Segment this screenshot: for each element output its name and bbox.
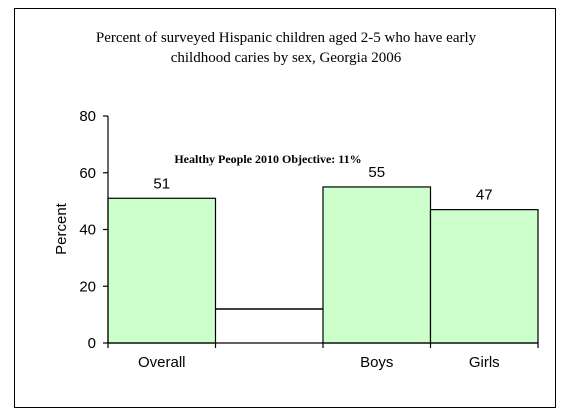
category-label-boys: Boys (360, 354, 393, 371)
bar-girls (429, 209, 539, 344)
objective-annotation: Healthy People 2010 Objective: 11% (174, 152, 361, 166)
chart-title-line-1: Percent of surveyed Hispanic children ag… (95, 30, 477, 46)
bar-chart: Percent Healthy People 2010 Objective: 1… (53, 108, 539, 371)
chart-title: Percent of surveyed Hispanic children ag… (0, 28, 572, 68)
data-label-boys: 55 (368, 164, 385, 181)
chart-title-line-2: childhood caries by sex, Georgia 2006 (170, 50, 402, 66)
y-tick-label-20: 20 (79, 278, 96, 295)
y-tick-label-40: 40 (79, 222, 96, 239)
y-tick-label-80: 80 (79, 108, 96, 125)
y-tick-label-60: 60 (79, 165, 96, 182)
bar-boys (322, 186, 432, 344)
y-tick-label-0: 0 (88, 335, 96, 352)
bar-overall (107, 197, 217, 344)
data-label-girls: 47 (476, 187, 493, 204)
data-label-overall: 51 (153, 175, 170, 192)
y-axis-title: Percent (53, 202, 70, 255)
category-label-overall: Overall (138, 354, 186, 371)
category-label-girls: Girls (469, 354, 500, 371)
